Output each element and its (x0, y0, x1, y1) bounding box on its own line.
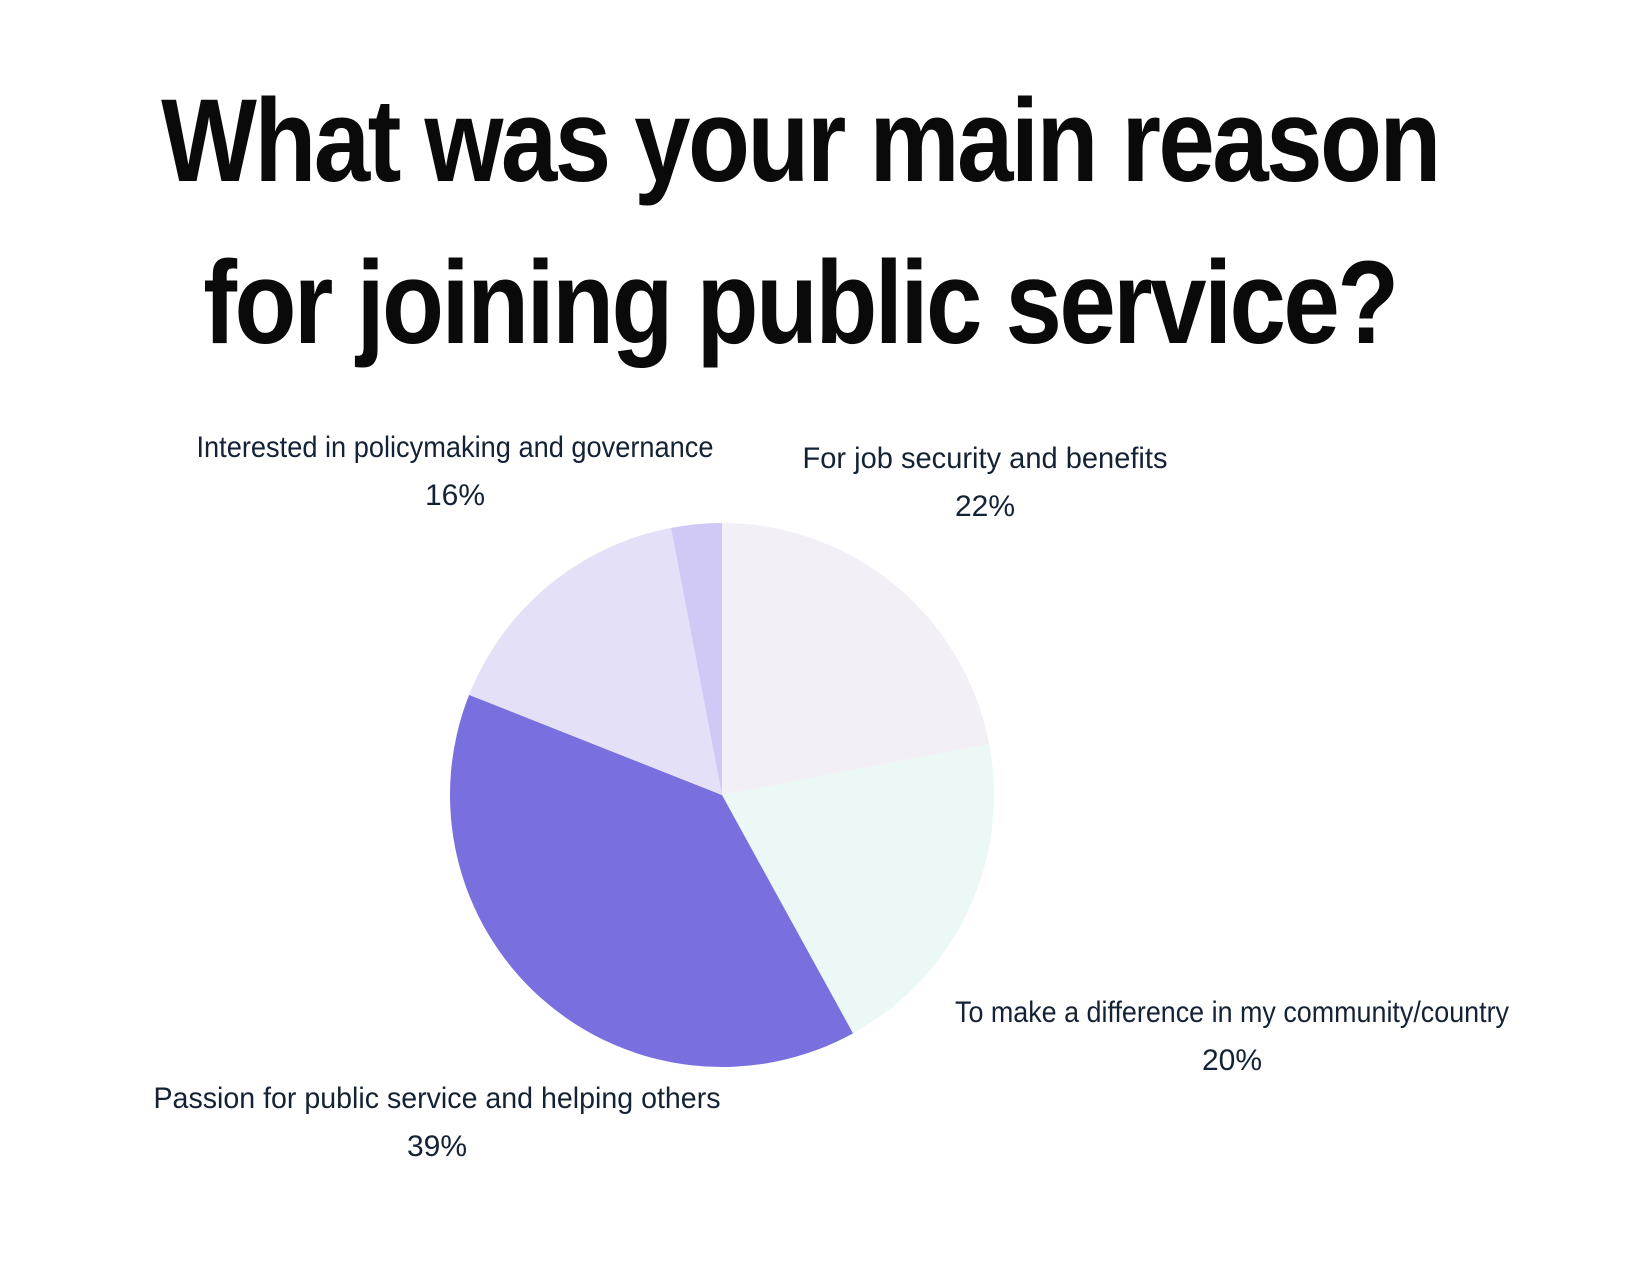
pie-slice-3 (469, 527, 722, 795)
pie-labels: For job security and benefits 22% To make … (154, 431, 1510, 1163)
slice-label-2: Passion for public service and helping o… (154, 1082, 721, 1115)
chart-title: What was your main reason for joining pu… (161, 75, 1441, 369)
slice-label-3: Interested in policymaking and governanc… (197, 431, 714, 464)
pie-slices (450, 523, 994, 1068)
slice-value-2: 39% (407, 1130, 467, 1163)
slice-label-1: To make a difference in my community/cou… (955, 996, 1509, 1029)
pie-slice-1 (722, 744, 994, 1034)
pie-slice-2 (450, 694, 854, 1068)
slice-value-1: 20% (1202, 1044, 1262, 1077)
pie-slice-4 (671, 523, 722, 795)
slice-label-0: For job security and benefits (803, 442, 1168, 475)
pie-slice-0 (722, 523, 990, 795)
slice-value-3: 16% (425, 479, 485, 512)
slice-value-0: 22% (955, 490, 1015, 523)
